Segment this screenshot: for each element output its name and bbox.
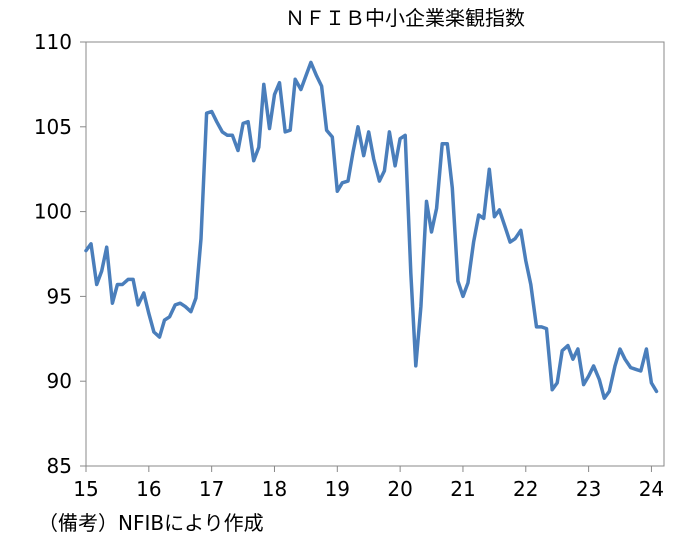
plot-frame — [85, 41, 665, 467]
axes: 85 90 95 100 105 110 15 16 17 18 19 20 21 22 23 24 — [34, 30, 665, 501]
x-tick-label: 20 — [387, 477, 412, 501]
y-tick-label: 85 — [47, 454, 72, 478]
series-group — [84, 60, 659, 400]
x-tick-label: 18 — [262, 477, 287, 501]
x-tick-label: 24 — [639, 477, 664, 501]
x-tick-label: 23 — [576, 477, 601, 501]
y-tick-label: 90 — [47, 369, 72, 393]
y-tick-label: 105 — [34, 115, 72, 139]
y-tick-label: 100 — [34, 200, 72, 224]
source-note: （備考）NFIBにより作成 — [38, 511, 264, 535]
x-tick-label: 22 — [513, 477, 538, 501]
x-tick-label: 15 — [73, 477, 98, 501]
chart-title: ＮＦＩＢ中小企業楽観指数 — [285, 6, 525, 30]
x-tick-label: 19 — [325, 477, 350, 501]
x-tick-label: 16 — [136, 477, 161, 501]
x-tick-label: 21 — [450, 477, 475, 501]
series-line — [84, 60, 659, 400]
y-tick-label: 110 — [34, 30, 72, 54]
x-tick-label: 17 — [199, 477, 224, 501]
y-tick-label: 95 — [47, 284, 72, 308]
